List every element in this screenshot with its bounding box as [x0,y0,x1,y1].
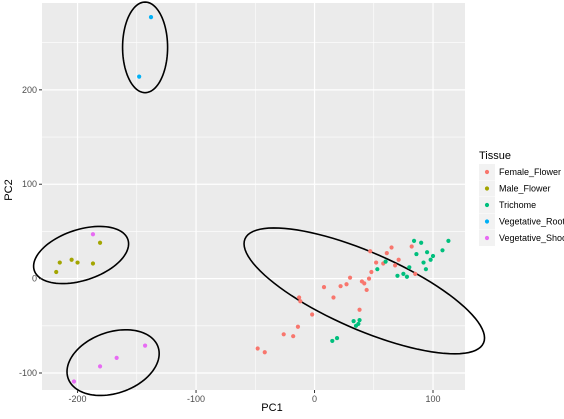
panel-background [42,3,465,390]
point-trichome [419,240,424,245]
x-axis-title: PC1 [261,402,282,414]
legend-marker-male-flower [484,186,490,191]
cluster-ellipse [243,227,486,355]
point-vegetative-shoot [114,355,119,361]
point-female-flower [298,299,303,304]
legend-marker-trichome [484,202,490,208]
point-trichome [375,267,380,272]
point-female-flower [295,324,301,329]
data-points [54,15,451,384]
point-vegetative-shoot [142,343,148,348]
point-female-flower [338,284,343,289]
point-female-flower [310,312,315,317]
legend-title: Tissue [479,150,511,162]
point-male-flower [54,269,59,275]
point-trichome [430,253,436,259]
point-female-flower [369,269,374,275]
legend-marker-vegetative-root [484,219,490,224]
point-female-flower [366,276,372,281]
point-female-flower [396,257,401,262]
legend-label-vegetative-shoot: Vegetative_Shoot [499,233,564,243]
point-female-flower [389,245,394,250]
point-female-flower [344,282,349,287]
legend-label-female-flower: Female_Flower [499,167,561,177]
y-axis: -100 0 100 200 [19,85,42,378]
y-tick-label: -100 [19,368,37,378]
point-trichome [440,248,445,253]
point-female-flower [409,244,414,249]
y-axis-title: PC2 [3,179,15,200]
x-tick-label: -200 [69,394,87,404]
point-female-flower [262,350,267,355]
point-female-flower [255,346,260,351]
point-male-flower [90,261,96,266]
point-trichome [357,318,362,323]
point-female-flower [321,285,327,290]
point-female-flower [357,307,362,312]
legend-marker-female-flower [484,169,490,175]
point-trichome [334,335,340,341]
point-trichome [351,318,356,324]
cluster-ellipse [66,328,160,397]
point-trichome [401,271,406,276]
point-trichome [428,257,433,262]
point-trichome [383,259,388,264]
grid-major [42,3,465,390]
point-male-flower [97,240,103,245]
point-trichome [446,238,451,243]
cluster-ellipse [32,225,130,285]
point-female-flower [347,275,353,280]
x-tick-label: 100 [425,394,440,404]
plot-panel [42,3,465,390]
point-female-flower [331,295,336,300]
point-female-flower [413,271,418,276]
point-trichome [395,273,400,278]
point-male-flower [57,260,62,265]
legend-marker-vegetative-shoot [484,235,490,241]
point-female-flower [362,281,367,286]
point-female-flower [368,249,373,254]
point-female-flower [384,251,389,256]
point-male-flower [69,257,74,262]
point-trichome [330,338,335,344]
point-vegetative-shoot [97,364,103,369]
point-trichome [404,274,410,279]
y-tick-label: 0 [32,274,37,284]
legend: Tissue Female_Flower Male_Flower Trichome V… [479,150,564,246]
point-trichome [423,267,428,272]
y-tick-label: 100 [22,179,37,189]
x-tick-label: -100 [187,394,205,404]
point-vegetative-shoot [90,232,96,237]
y-tick-label: 200 [22,85,37,95]
point-male-flower [75,260,80,265]
legend-label-trichome: Trichome [499,200,536,210]
legend-label-vegetative-root: Vegetative_Root [499,217,564,227]
point-female-flower [281,332,286,337]
point-female-flower [364,287,369,293]
cluster-ellipse [121,1,169,94]
legend-items: Female_Flower Male_Flower Trichome Vegetati… [479,164,564,246]
point-trichome [411,238,417,243]
point-trichome [407,265,412,270]
point-female-flower [291,334,296,339]
x-tick-label: 0 [312,394,317,404]
legend-label-male-flower: Male_Flower [499,184,551,194]
cluster-ellipses [32,1,486,397]
point-female-flower [374,260,379,265]
point-trichome [356,321,361,327]
point-vegetative-root [148,15,154,20]
point-vegetative-root [137,74,142,79]
point-vegetative-shoot [71,379,77,384]
x-axis: -200 -100 0 100 [69,390,441,404]
point-trichome [424,250,430,255]
point-trichome [414,251,419,257]
point-female-flower [297,295,302,300]
point-trichome [421,260,426,265]
point-female-flower [392,263,398,268]
